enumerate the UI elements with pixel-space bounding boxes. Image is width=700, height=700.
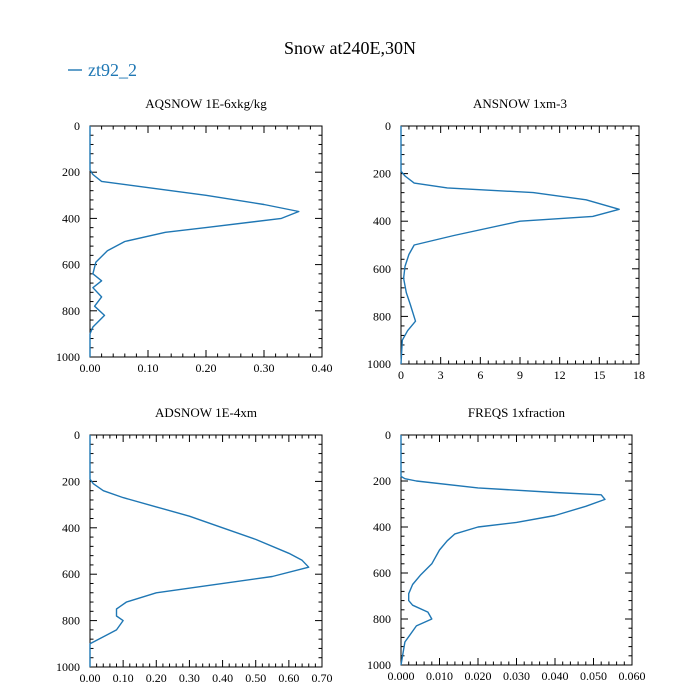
x-tick-label: 0.040 — [542, 669, 569, 683]
y-tick-label: 400 — [373, 214, 391, 228]
panel-title: ADSNOW 1E-4xm — [155, 405, 257, 420]
x-tick-label: 0.000 — [388, 669, 415, 683]
x-tick-label: 0.010 — [426, 669, 453, 683]
series-line-zt92_2 — [89, 126, 300, 357]
legend-label: zt92_2 — [88, 60, 137, 80]
figure-title: Snow at240E,30N — [284, 38, 416, 58]
x-tick-label: 0.10 — [138, 361, 159, 375]
y-tick-label: 600 — [373, 566, 391, 580]
y-tick-label: 200 — [62, 165, 80, 179]
series-line-zt92_2 — [400, 126, 620, 365]
y-tick-label: 1000 — [56, 660, 80, 674]
y-tick-label: 200 — [373, 474, 391, 488]
x-tick-label: 9 — [517, 368, 523, 382]
x-tick-label: 0.00 — [80, 361, 101, 375]
y-tick-label: 600 — [62, 567, 80, 581]
x-tick-label: 0.40 — [312, 361, 333, 375]
panel-2: ANSNOW 1xm-3 0 3 6 9 12 15 18 0 200 400 600 800 1000 — [367, 96, 645, 382]
x-tick-label: 3 — [438, 368, 444, 382]
panel-title: AQSNOW 1E-6xkg/kg — [145, 96, 267, 111]
y-tick-label: 0 — [74, 119, 80, 133]
panel-title: FREQS 1xfraction — [468, 405, 566, 420]
x-tick-label: 0.00 — [80, 671, 101, 685]
x-tick-label: 0.40 — [212, 671, 233, 685]
y-tick-label: 0 — [74, 428, 80, 442]
x-tick-label: 0.020 — [465, 669, 492, 683]
y-tick-label: 800 — [373, 309, 391, 323]
x-tick-label: 0.50 — [245, 671, 266, 685]
x-tick-label: 0.10 — [113, 671, 134, 685]
axes-frame — [400, 434, 633, 666]
x-tick-label: 12 — [554, 368, 566, 382]
y-tick-label: 0 — [385, 119, 391, 133]
x-tick-label: 0.30 — [254, 361, 275, 375]
panel-1: AQSNOW 1E-6xkg/kg 0.00 0.10 0.20 0.30 0.40 0 20… — [56, 96, 333, 375]
x-tick-label: 0.050 — [580, 669, 607, 683]
series-line-zt92_2 — [400, 435, 606, 666]
y-tick-label: 400 — [373, 520, 391, 534]
x-tick-label: 0.70 — [312, 671, 333, 685]
series-line-zt92_2 — [89, 435, 310, 667]
y-tick-label: 600 — [373, 262, 391, 276]
x-tick-label: 0.060 — [619, 669, 646, 683]
y-tick-label: 800 — [62, 614, 80, 628]
y-tick-label: 400 — [62, 521, 80, 535]
axes-frame — [89, 434, 323, 668]
x-tick-label: 0.30 — [179, 671, 200, 685]
x-tick-label: 0.20 — [196, 361, 217, 375]
y-tick-label: 800 — [62, 304, 80, 318]
panel-3: ADSNOW 1E-4xm 0.00 0.10 0.20 0.30 0.40 0.50 0.6… — [56, 405, 333, 685]
x-tick-label: 0.030 — [503, 669, 530, 683]
y-tick-label: 1000 — [367, 357, 391, 371]
x-tick-label: 0 — [398, 368, 404, 382]
x-tick-label: 18 — [633, 368, 645, 382]
x-tick-label: 0.60 — [278, 671, 299, 685]
y-tick-label: 400 — [62, 211, 80, 225]
y-tick-label: 600 — [62, 258, 80, 272]
panel-4: FREQS 1xfraction 0.000 0.010 0.020 0.030 0.04… — [367, 405, 646, 683]
panel-title: ANSNOW 1xm-3 — [473, 96, 567, 111]
x-tick-label: 6 — [477, 368, 483, 382]
y-tick-label: 0 — [385, 428, 391, 442]
y-tick-label: 1000 — [56, 350, 80, 364]
x-tick-label: 0.20 — [146, 671, 167, 685]
axes-frame — [400, 125, 640, 365]
y-tick-label: 200 — [62, 474, 80, 488]
y-tick-label: 800 — [373, 612, 391, 626]
legend: zt92_2 — [68, 60, 137, 80]
x-tick-label: 15 — [593, 368, 605, 382]
y-tick-label: 1000 — [367, 658, 391, 672]
y-tick-label: 200 — [373, 167, 391, 181]
